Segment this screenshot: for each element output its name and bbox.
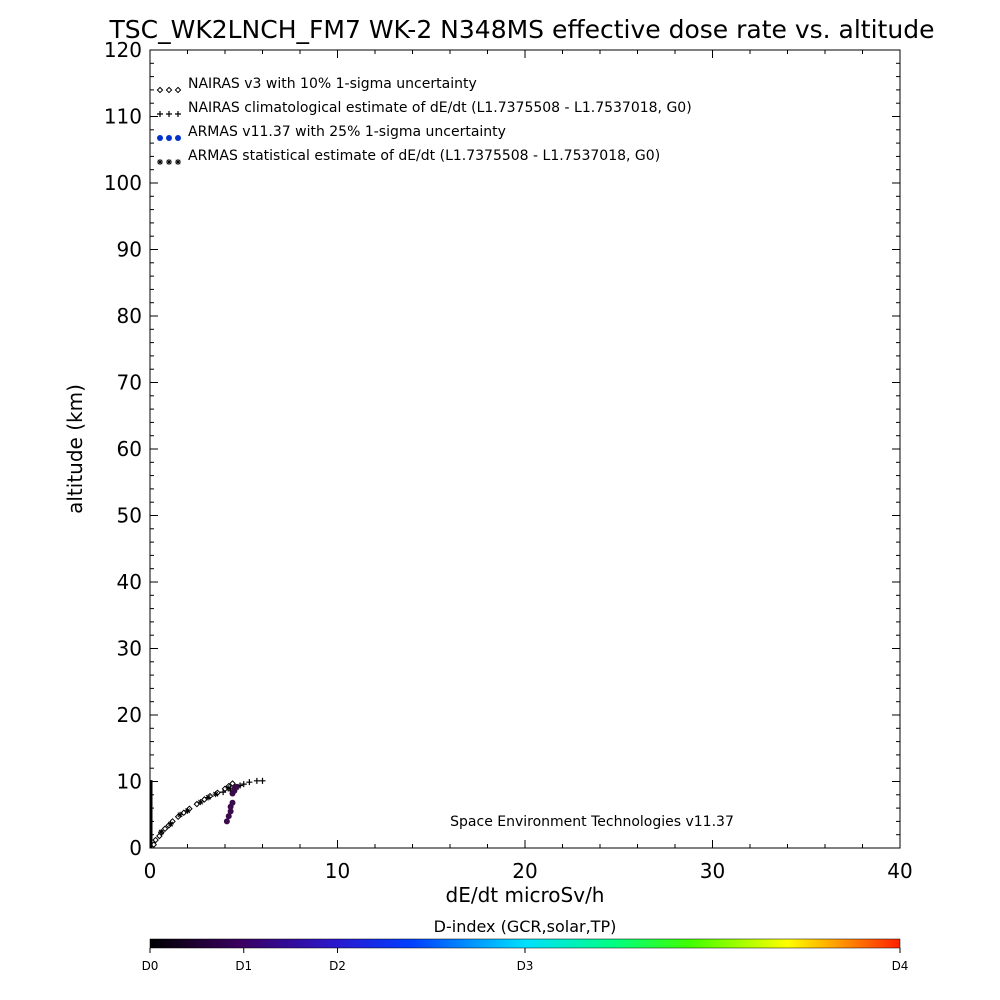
data-point-diamond: [152, 836, 159, 844]
data-point-asterisk: [205, 794, 212, 801]
y-axis: 0 10 20 30 40 50 60 70 80 90 100 110 120: [104, 38, 900, 860]
data-point-dot: [225, 813, 232, 820]
y-tick-label: 50: [117, 504, 142, 528]
legend-symbol-dot: [166, 135, 172, 141]
data-point-dot: [223, 818, 230, 825]
chart-title: TSC_WK2LNCH_FM7 WK-2 N348MS effective do…: [109, 15, 935, 44]
colorbar-title: D-index (GCR,solar,TP): [434, 917, 617, 936]
x-axis: 0 10 20 30 40: [144, 50, 913, 883]
data-point-plus: [240, 781, 247, 788]
data-marks: [150, 777, 266, 848]
x-tick-label: 0: [144, 859, 157, 883]
x-tick-label: 30: [700, 859, 725, 883]
chart-annotation: Space Environment Technologies v11.37: [450, 814, 734, 830]
data-point-plus: [220, 789, 227, 796]
data-point-diamond: [229, 780, 236, 787]
legend-symbol-diamond: [156, 86, 164, 94]
y-tick-label: 120: [104, 38, 142, 62]
legend-label: NAIRAS v3 with 10% 1-sigma uncertainty: [188, 76, 477, 92]
data-point-diamond: [161, 825, 169, 833]
y-tick-label: 70: [117, 371, 142, 395]
data-point-diamond: [150, 841, 158, 848]
y-axis-label: altitude (km): [63, 384, 87, 514]
data-point-plus: [259, 777, 266, 784]
legend-symbol-dot: [175, 135, 181, 141]
data-point-diamond: [201, 796, 208, 803]
colorbar: [149, 938, 901, 949]
data-point-plus: [253, 777, 260, 784]
x-axis-label: dE/dt microSv/h: [446, 883, 605, 907]
x-tick-label: 10: [325, 859, 350, 883]
legend-symbol-plus: [175, 111, 181, 117]
legend-symbol-asterisk: [157, 159, 163, 165]
colorbar-label: D2: [329, 959, 346, 973]
x-tick-label: 20: [512, 859, 537, 883]
data-point-diamond: [193, 800, 201, 808]
data-point-plus: [246, 779, 253, 786]
colorbar-label: D3: [517, 959, 534, 973]
y-tick-label: 100: [104, 171, 142, 195]
y-tick-label: 80: [117, 304, 142, 328]
colorbar-label: D0: [142, 959, 159, 973]
data-point-asterisk: [225, 785, 232, 792]
legend-symbol-diamond: [165, 86, 173, 94]
plot-frame: [149, 49, 901, 849]
legend-symbol-diamond: [174, 86, 182, 94]
data-point-asterisk: [167, 821, 174, 828]
legend: NAIRAS v3 with 10% 1-sigma uncertainty NA…: [156, 76, 692, 165]
legend-symbol-dot: [157, 135, 163, 141]
legend-symbol-plus: [166, 111, 172, 117]
data-point-diamond: [180, 809, 188, 817]
data-point-asterisk: [184, 807, 191, 814]
legend-label: ARMAS statistical estimate of dE/dt (L1.…: [188, 148, 660, 164]
y-tick-label: 30: [117, 637, 142, 661]
y-tick-label: 10: [117, 770, 142, 794]
colorbar-label: D1: [235, 959, 252, 973]
y-tick-label: 90: [117, 238, 142, 262]
colorbar-label: D4: [892, 959, 909, 973]
data-point-asterisk: [197, 799, 204, 806]
y-tick-label: 40: [117, 570, 142, 594]
legend-symbol-asterisk: [166, 159, 172, 165]
data-point-asterisk: [177, 811, 183, 818]
y-tick-label: 110: [104, 105, 142, 129]
data-point-dot: [229, 799, 236, 806]
y-tick-label: 60: [117, 437, 142, 461]
x-tick-label: 40: [887, 859, 912, 883]
y-tick-label: 20: [117, 703, 142, 727]
data-point-asterisk: [212, 791, 219, 798]
legend-label: NAIRAS climatological estimate of dE/dt …: [188, 100, 692, 116]
legend-symbol-plus: [157, 111, 163, 117]
legend-label: ARMAS v11.37 with 25% 1-sigma uncertaint…: [188, 124, 506, 140]
y-tick-label: 0: [129, 836, 142, 860]
legend-symbol-asterisk: [175, 159, 181, 165]
data-point-asterisk: [158, 829, 165, 836]
data-point-dot: [227, 808, 234, 815]
colorbar-labels: D0 D1 D2 D3 D4: [142, 948, 909, 973]
data-point-dot: [233, 783, 240, 790]
